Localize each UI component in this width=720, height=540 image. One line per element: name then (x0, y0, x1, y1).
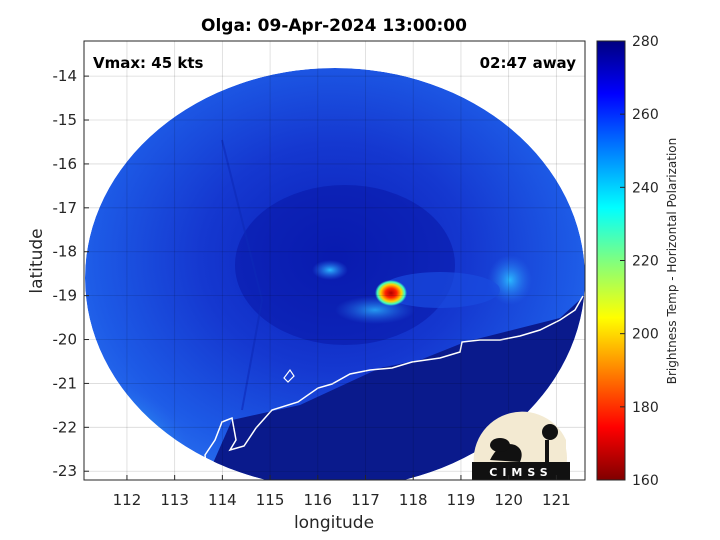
colorbar-label: Brightness Temp - Horizontal Polarizatio… (665, 138, 679, 385)
vmax-annotation: Vmax: 45 kts (93, 54, 203, 72)
island-outline (283, 368, 295, 383)
coastline (204, 295, 584, 480)
y-tick-label: -14 (53, 67, 78, 85)
x-tick-label: 120 (494, 491, 523, 509)
colorbar-tick-label: 280 (632, 34, 659, 50)
map-plot-area: Vmax: 45 kts 02:47 away CIMSS (83, 40, 586, 481)
y-tick-label: -21 (53, 374, 78, 392)
y-axis-ticks: -14 -15 -16 -17 -18 -19 -20 -21 -22 -23 (53, 67, 89, 480)
y-tick-label: -20 (53, 331, 78, 349)
x-axis-label: longitude (294, 513, 374, 533)
y-tick-label: -23 (53, 462, 78, 480)
x-tick-label: 121 (542, 491, 571, 509)
x-tick-label: 118 (399, 491, 428, 509)
colorbar-tick-label: 160 (632, 473, 659, 489)
y-tick-label: -22 (53, 418, 78, 436)
x-tick-label: 117 (351, 491, 380, 509)
colorbar-tick-label: 180 (632, 400, 659, 416)
colorbar: 280 260 240 220 200 180 160 Brightness Temp - … (596, 34, 679, 489)
x-tick-label: 113 (160, 491, 189, 509)
chart-title: Olga: 09-Apr-2024 13:00:00 (201, 16, 467, 36)
x-axis-ticks: 112 113 114 115 116 117 118 119 120 121 (113, 475, 571, 509)
y-tick-label: -15 (53, 111, 78, 129)
x-tick-label: 116 (303, 491, 332, 509)
cimss-logo-text: CIMSS (489, 466, 552, 479)
x-tick-label: 115 (256, 491, 285, 509)
y-tick-label: -16 (53, 155, 78, 173)
time-away-annotation: 02:47 away (480, 54, 577, 72)
x-tick-label: 119 (447, 491, 476, 509)
cimss-logo: CIMSS (472, 411, 570, 480)
y-tick-label: -18 (53, 243, 78, 261)
y-tick-label: -19 (53, 287, 78, 305)
rain-band-east (488, 255, 532, 305)
colorbar-tick-label: 260 (632, 107, 659, 123)
colorbar-tick-label: 200 (632, 327, 659, 343)
colorbar-ticks: 280 260 240 220 200 180 160 (620, 34, 659, 489)
rain-band-west (312, 260, 348, 280)
colorbar-tick-label: 220 (632, 254, 659, 270)
y-axis-label: latitude (27, 228, 47, 293)
y-tick-label: -17 (53, 199, 78, 217)
x-tick-label: 112 (113, 491, 142, 509)
x-tick-label: 114 (208, 491, 237, 509)
plot-frame (83, 40, 586, 481)
colorbar-tick-label: 240 (632, 180, 659, 196)
storm-core (375, 280, 407, 306)
